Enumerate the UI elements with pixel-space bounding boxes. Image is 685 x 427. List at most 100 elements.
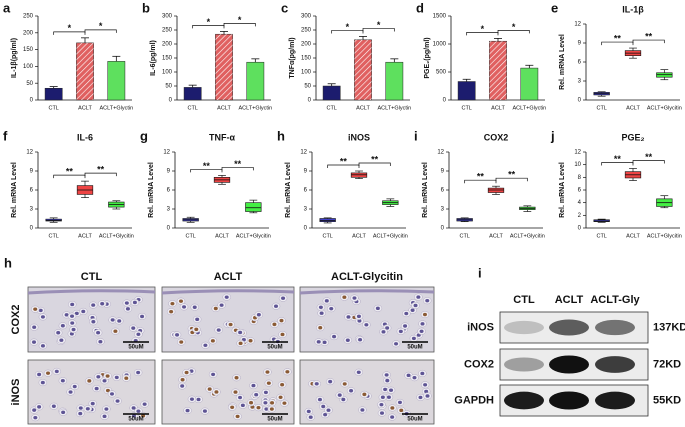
x-tick-label: ACLT xyxy=(626,233,640,239)
significance-label: ** xyxy=(508,170,516,180)
significance-label: ** xyxy=(645,31,653,41)
cell-nucleus xyxy=(70,321,75,325)
cell-nucleus xyxy=(318,326,323,330)
cell-nucleus xyxy=(342,295,347,299)
significance-label: ** xyxy=(614,154,622,164)
cell-nucleus xyxy=(104,407,109,411)
cell-nucleus xyxy=(397,400,402,405)
cell-nucleus xyxy=(110,318,115,322)
x-tick-label: ACLT xyxy=(352,233,366,239)
cell-nucleus xyxy=(179,340,184,344)
cell-nucleus xyxy=(131,406,136,410)
cell-nucleus xyxy=(64,313,69,317)
cell-nucleus xyxy=(317,397,322,402)
cell-nucleus xyxy=(412,375,417,380)
cartilage-surface xyxy=(299,289,435,295)
cell-nucleus xyxy=(381,330,386,334)
cell-nucleus xyxy=(78,411,83,416)
cell-nucleus xyxy=(87,379,92,383)
significance-bracket xyxy=(84,29,117,33)
chart-title: iNOS xyxy=(348,132,370,142)
x-tick-label: ACLT xyxy=(356,105,370,111)
x-tick-label: ACLT+Glyctin xyxy=(512,105,546,111)
x-tick-label: ACLT+Glycitin xyxy=(236,233,271,239)
scale-bar-label: 50uM xyxy=(407,345,422,351)
bar-hatch xyxy=(215,34,233,101)
significance-label: ** xyxy=(371,154,379,164)
cell-nucleus xyxy=(282,401,287,405)
y-tick-label: 0 xyxy=(578,98,582,104)
bar xyxy=(322,85,341,101)
panel-letter: h xyxy=(277,128,285,143)
panel-letter: j xyxy=(550,128,555,143)
y-tick-label: 9 xyxy=(578,41,582,47)
x-tick-label: ACLT+Glyctin xyxy=(238,105,272,111)
cell-nucleus xyxy=(384,373,389,377)
cell-nucleus xyxy=(280,332,285,337)
cell-nucleus xyxy=(420,371,425,376)
x-tick-label: ACLT+Glyctin xyxy=(99,105,133,111)
cell-nucleus xyxy=(265,370,270,374)
cell-nucleus xyxy=(326,408,331,412)
cell-nucleus xyxy=(399,408,404,413)
significance-label: ** xyxy=(66,167,74,177)
x-tick-label: CTL xyxy=(596,233,606,239)
cell-nucleus xyxy=(404,311,409,316)
cell-nucleus xyxy=(203,343,208,347)
significance-bracket xyxy=(53,31,86,35)
significance-bracket xyxy=(358,162,391,166)
cell-nucleus xyxy=(413,303,418,308)
x-tick-label: ACLT+Glycitin xyxy=(99,233,134,239)
y-tick-label: 0 xyxy=(30,98,34,104)
significance-label: ** xyxy=(477,172,485,182)
chart-title: TNF-α xyxy=(209,132,235,142)
y-tick-label: 200 xyxy=(162,42,173,48)
significance-bracket xyxy=(601,162,634,166)
y-tick-label: 6 xyxy=(167,188,171,194)
cell-nucleus xyxy=(251,383,256,388)
y-tick-label: 6 xyxy=(441,188,445,194)
cell-nucleus xyxy=(98,339,103,344)
y-tick-label: 6 xyxy=(578,188,582,194)
panel-letter: c xyxy=(281,0,288,15)
y-tick-label: 12 xyxy=(26,150,33,156)
cell-nucleus xyxy=(324,299,329,303)
cell-nucleus xyxy=(192,305,197,309)
cell-nucleus xyxy=(233,390,238,394)
cell-nucleus xyxy=(214,390,219,394)
y-tick-label: 100 xyxy=(301,70,312,76)
y-tick-label: 12 xyxy=(574,150,581,156)
cell-nucleus xyxy=(390,406,395,410)
significance-label: * xyxy=(238,15,242,25)
cell-nucleus xyxy=(238,330,243,335)
bar xyxy=(183,87,202,101)
cell-nucleus xyxy=(38,308,43,313)
cell-nucleus xyxy=(33,307,38,311)
cell-nucleus xyxy=(207,387,212,391)
cell-nucleus xyxy=(94,386,99,391)
x-tick-label: CTL xyxy=(461,105,471,111)
x-tick-label: CTL xyxy=(596,105,606,111)
cell-nucleus xyxy=(60,379,65,383)
cell-nucleus xyxy=(321,404,326,409)
cell-nucleus xyxy=(56,331,61,335)
y-tick-label: 50 xyxy=(26,81,33,87)
x-tick-label: ACLT xyxy=(217,105,231,111)
cell-nucleus xyxy=(125,307,130,311)
cell-nucleus xyxy=(390,415,395,419)
panel-letter: h xyxy=(4,255,12,270)
significance-label: * xyxy=(512,22,516,32)
significance-label: ** xyxy=(645,152,653,162)
significance-label: * xyxy=(99,21,103,31)
significance-bracket xyxy=(632,160,665,164)
x-tick-label: ACLT+Glycitin xyxy=(647,233,682,239)
cell-nucleus xyxy=(278,395,283,399)
y-axis-label: Rel. mRNA Level xyxy=(11,162,18,218)
y-tick-label: 9 xyxy=(167,169,171,175)
cell-nucleus xyxy=(136,332,141,336)
cell-nucleus xyxy=(422,312,427,317)
y-tick-label: 100 xyxy=(23,64,34,70)
cell-nucleus xyxy=(185,408,190,413)
panel-letter: a xyxy=(3,0,11,15)
y-axis-label: Rel. mRNA Level xyxy=(148,162,155,218)
